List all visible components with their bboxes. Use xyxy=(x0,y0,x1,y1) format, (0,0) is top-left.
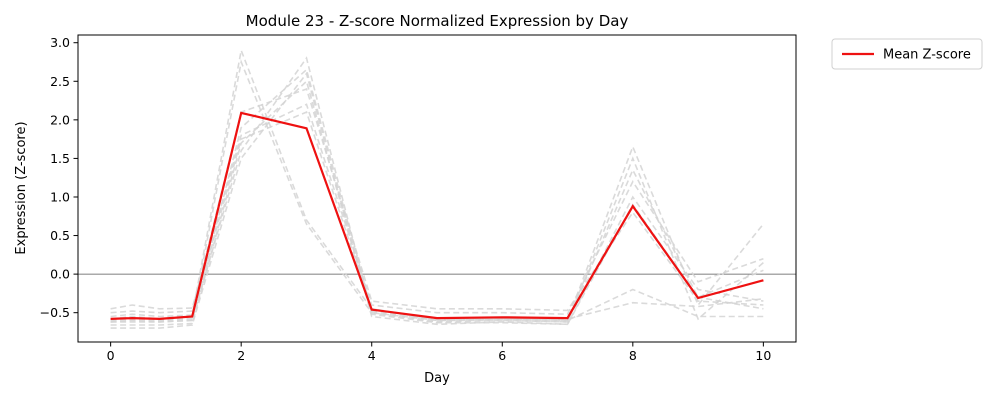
plot-area: 0 2 4 6 8 10 −0.5 0.0 0.5 1.0 1.5 2.0 2.5 3.0 xyxy=(40,34,797,363)
y-tick-label-3: 1.0 xyxy=(50,189,70,204)
mean-series-line xyxy=(110,111,764,321)
y-tick-label-4: 1.5 xyxy=(50,151,70,166)
y-tick-label-1: 0.0 xyxy=(50,267,70,282)
x-tick-label-4: 4 xyxy=(368,348,376,363)
legend-label-mean: Mean Z-score xyxy=(883,48,971,63)
individual-series-line-5 xyxy=(110,79,764,326)
chart-title: Module 23 - Z-score Normalized Expressio… xyxy=(246,12,629,30)
individual-series-line-0 xyxy=(110,47,765,322)
y-tick-label-2: 0.5 xyxy=(50,228,70,243)
x-tick-label-8: 8 xyxy=(629,348,637,363)
individual-series-line-1 xyxy=(110,59,764,323)
individual-series-line-6 xyxy=(110,87,764,314)
x-tick-label-6: 6 xyxy=(498,348,506,363)
y-tick-label-5: 2.0 xyxy=(50,112,70,127)
individual-series-line-8 xyxy=(110,111,764,320)
legend: Mean Z-score xyxy=(831,38,983,70)
plot-frame xyxy=(77,34,797,343)
y-tick-label-6: 2.5 xyxy=(50,74,70,89)
legend-box xyxy=(831,38,983,70)
y-tick-label-7: 3.0 xyxy=(50,35,70,50)
individual-series-line-3 xyxy=(110,56,764,323)
individual-series-line-4 xyxy=(110,71,764,329)
x-axis-label: Day xyxy=(424,371,450,386)
x-tick-label-2: 2 xyxy=(237,348,245,363)
x-tick-label-10: 10 xyxy=(755,348,771,363)
y-axis-label: Expression (Z-score) xyxy=(14,121,29,254)
x-tick-label-0: 0 xyxy=(107,348,115,363)
y-tick-label-0: −0.5 xyxy=(40,305,70,320)
individual-series-line-2 xyxy=(110,103,764,316)
individual-series-line-7 xyxy=(110,68,764,323)
